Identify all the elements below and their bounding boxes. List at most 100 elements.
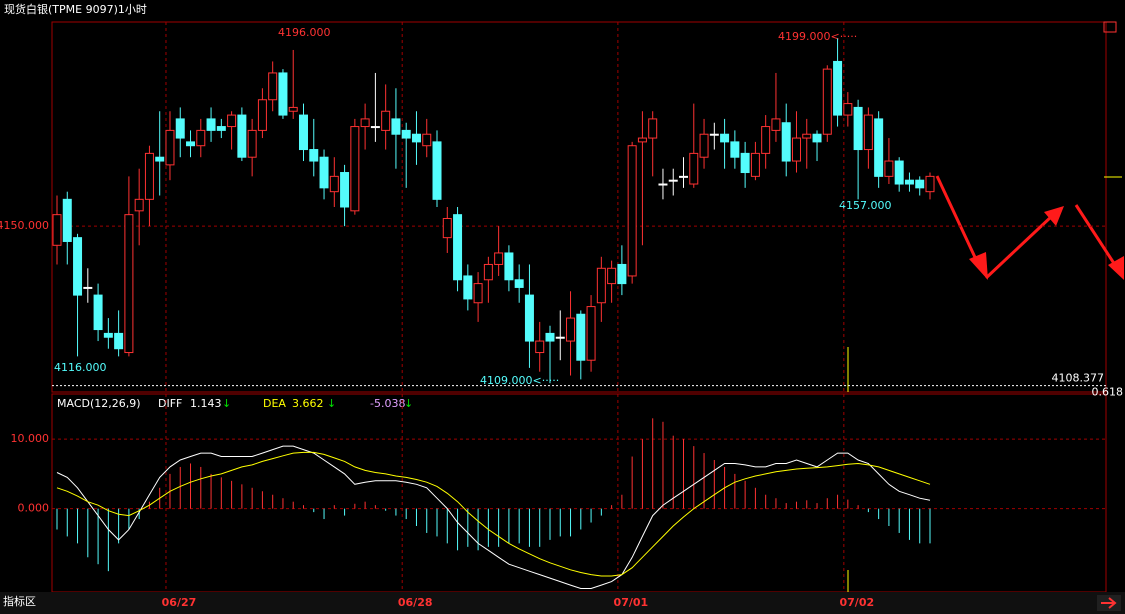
- candle-body: [62, 198, 72, 242]
- candle-body: [884, 160, 894, 177]
- candle-body: [278, 72, 288, 116]
- candle-body: [227, 114, 237, 128]
- price-panel-frame: [51, 21, 1107, 393]
- bottom-bar: [0, 592, 1125, 614]
- candle-body: [288, 106, 298, 112]
- candle-body: [843, 103, 853, 116]
- candle-body: [391, 118, 401, 135]
- chart-title: 现货白银(TPME 9097)1小时: [4, 2, 147, 16]
- candle-body: [771, 118, 781, 131]
- macd-line: [56, 451, 931, 577]
- candle-body: [504, 252, 514, 281]
- candle-body: [298, 114, 308, 151]
- candle-body: [576, 313, 586, 361]
- x-tick-label: 07/01: [614, 596, 649, 609]
- x-tick-label: 06/27: [162, 596, 197, 609]
- candle-body: [586, 306, 596, 361]
- level-label: 4108.377: [1052, 372, 1105, 385]
- legend-trend: ↓: [222, 397, 231, 410]
- legend-trend: ↓: [404, 397, 413, 410]
- candle-body: [196, 129, 206, 147]
- candle-body: [812, 133, 822, 143]
- candle-body: [360, 118, 370, 128]
- annotation: 4199.000<·····: [778, 30, 857, 43]
- candle-body: [720, 133, 730, 143]
- legend-value: -5.038: [370, 397, 405, 410]
- candle-body: [268, 72, 278, 101]
- candle-body: [627, 145, 637, 277]
- candle-body: [144, 152, 154, 200]
- legend-trend: ↓: [327, 397, 336, 410]
- candle-body: [853, 106, 863, 151]
- candle-body: [730, 141, 740, 158]
- candle-body: [401, 129, 411, 139]
- candle-body: [124, 214, 134, 354]
- legend-label: DIFF: [158, 397, 182, 410]
- y-tick-label: 4150.000: [0, 219, 49, 232]
- candle-body: [791, 137, 801, 162]
- candle-body: [915, 179, 925, 189]
- candle-body: [689, 152, 699, 185]
- candle-body: [822, 68, 832, 135]
- annotation: 4116.000: [54, 361, 107, 374]
- candle-body: [648, 118, 658, 139]
- candle-body: [483, 263, 493, 281]
- window-button[interactable]: [1103, 21, 1117, 33]
- indicator-title: MACD(12,26,9): [57, 397, 141, 410]
- candle-body: [52, 214, 62, 246]
- level-ratio: 0.618: [1092, 386, 1124, 399]
- candle-body: [432, 141, 442, 200]
- candle-body: [237, 114, 247, 158]
- candle-body: [114, 332, 124, 350]
- candle-body: [216, 126, 226, 131]
- candle-body: [545, 332, 555, 342]
- candle-body: [617, 263, 627, 285]
- legend-value: 1.143: [190, 397, 222, 410]
- candle-body: [186, 141, 196, 147]
- candle-body: [637, 137, 647, 143]
- y-tick-label: 10.000: [11, 432, 50, 445]
- indicator-tab[interactable]: 指标区: [3, 594, 36, 608]
- candle-body: [781, 122, 791, 162]
- candle-body: [514, 279, 524, 288]
- candle-body: [329, 175, 339, 193]
- candle-body: [103, 332, 113, 338]
- macd-line: [56, 445, 931, 589]
- candle-body: [658, 183, 668, 186]
- candle-body: [442, 217, 452, 239]
- annotation: 4109.000<·····: [480, 374, 559, 387]
- candle-body: [894, 160, 904, 185]
- candle-body: [381, 110, 391, 131]
- candle-body: [750, 152, 760, 177]
- candle-body: [535, 340, 545, 354]
- candle-body: [175, 118, 185, 139]
- candle-body: [350, 126, 360, 212]
- x-tick-label: 06/28: [398, 596, 433, 609]
- candle-body: [453, 214, 463, 281]
- candle-body: [463, 275, 473, 300]
- candle-body: [411, 133, 421, 143]
- candle-body: [679, 175, 689, 178]
- candle-body: [566, 317, 576, 342]
- candle-body: [473, 283, 483, 304]
- candle-body: [863, 114, 873, 151]
- candle-body: [668, 179, 678, 182]
- candle-body: [607, 267, 617, 285]
- candle-body: [257, 99, 267, 131]
- candle-body: [761, 126, 771, 154]
- candle-body: [925, 175, 935, 193]
- annotation: 4157.000: [839, 199, 892, 212]
- candle-body: [802, 133, 812, 139]
- candle-body: [699, 133, 709, 158]
- candle-body: [874, 118, 884, 177]
- candle-body: [165, 129, 175, 166]
- candle-body: [319, 156, 329, 189]
- y-tick-label: 0.000: [18, 502, 50, 515]
- drawn-arrows: [935, 175, 1124, 280]
- candle-body: [904, 179, 914, 185]
- candle-body: [83, 286, 93, 289]
- candle-body: [206, 118, 216, 131]
- candle-body: [422, 133, 432, 147]
- x-tick-label: 07/02: [840, 596, 875, 609]
